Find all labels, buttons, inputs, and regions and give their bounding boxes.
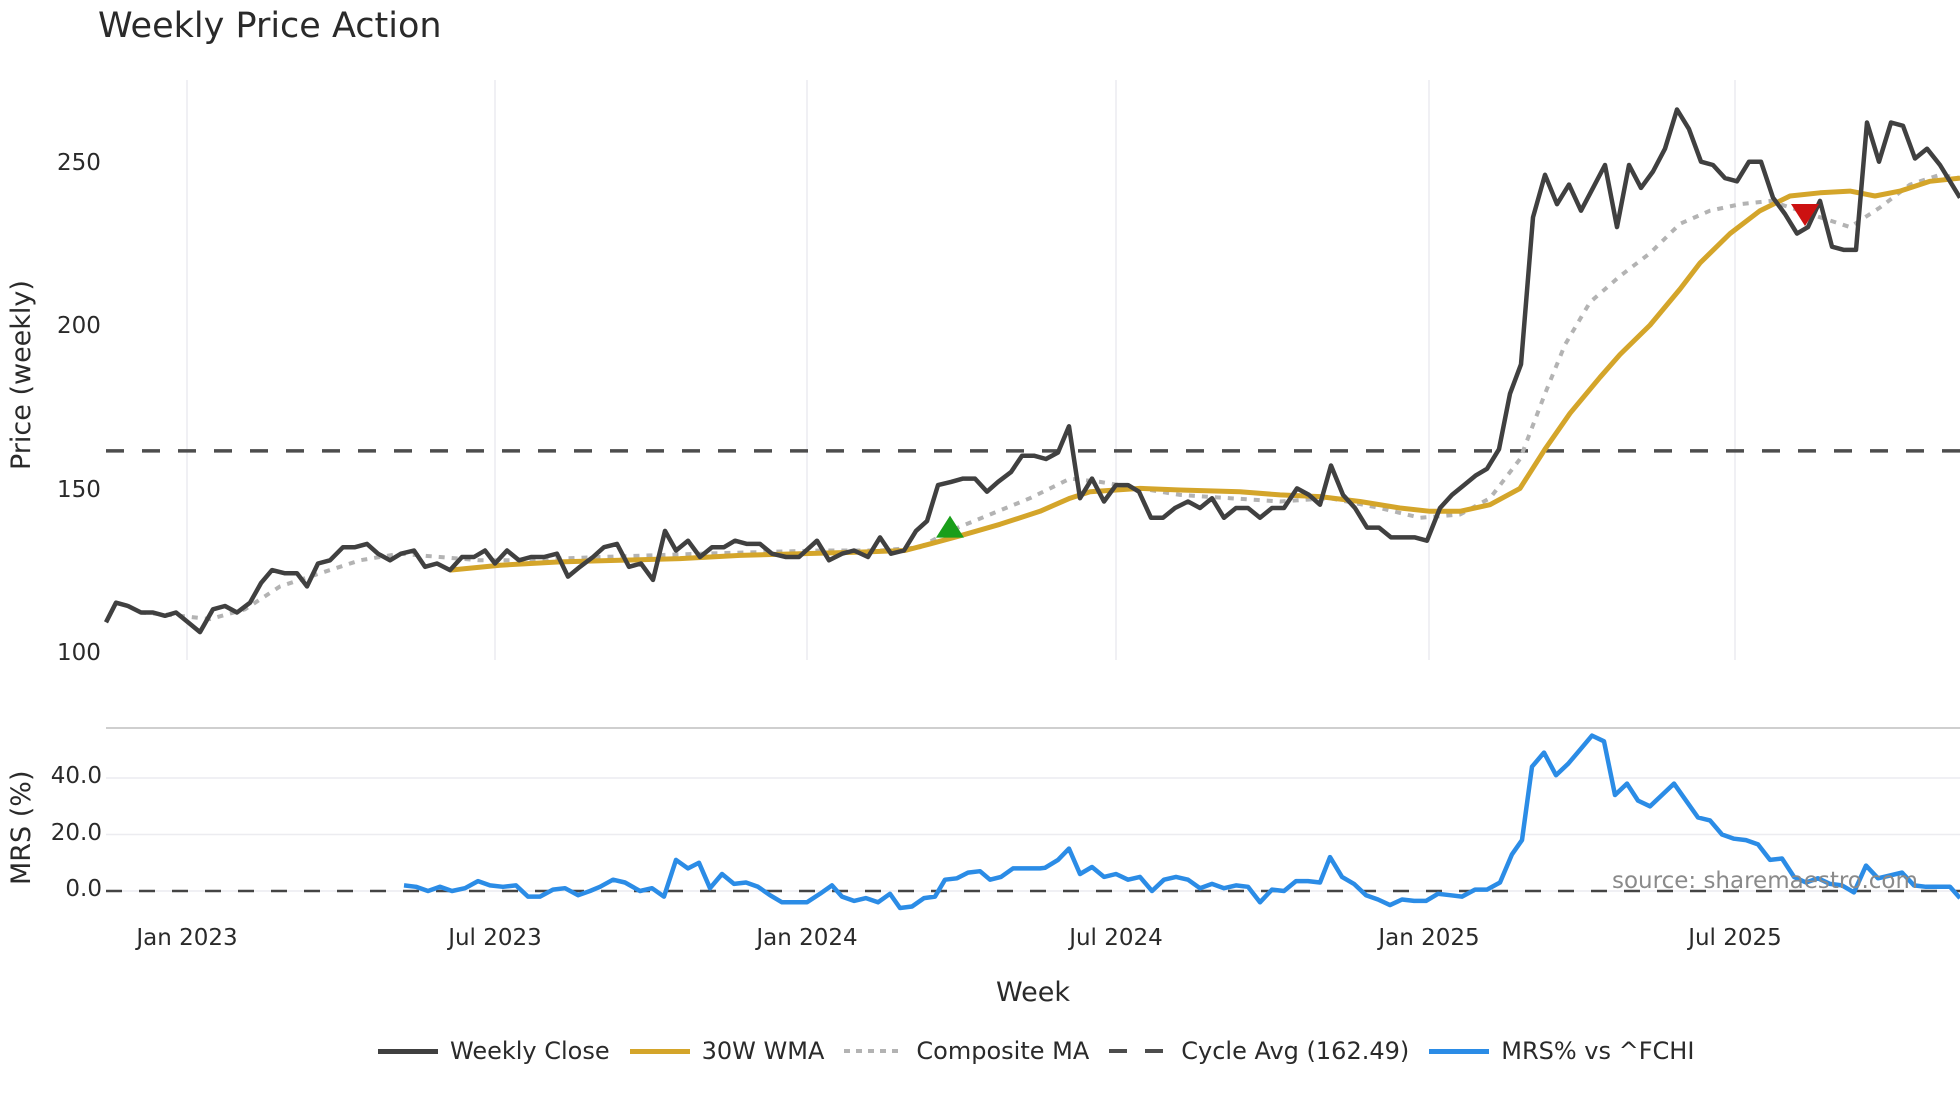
x-tick-label: Jan 2024: [756, 925, 858, 951]
legend-swatch-icon: [629, 1048, 690, 1054]
legend-label: Composite MA: [916, 1037, 1090, 1065]
mrs-y-tick: 40.0: [50, 763, 102, 789]
price-y-label: Price (weekly): [6, 280, 37, 470]
x-tick-label: Jan 2023: [136, 925, 238, 951]
x-tick-label: Jul 2023: [448, 925, 542, 951]
price-y-tick: 250: [57, 150, 101, 176]
price-y-tick: 200: [57, 313, 101, 340]
price-y-tick: 150: [57, 476, 101, 503]
chart-legend: Weekly Close 30W WMA Composite MA Cycle Avg…: [378, 1037, 1714, 1065]
legend-label: 30W WMA: [701, 1037, 825, 1065]
x-tick-label: Jul 2025: [1688, 925, 1782, 951]
mrs-y-label: MRS (%): [6, 770, 37, 886]
signal-markers: [936, 204, 1819, 538]
mrs-y-tick: 0.0: [65, 876, 102, 902]
legend-swatch-icon: [1109, 1049, 1170, 1053]
mrs-line: [403, 733, 1960, 911]
chart-title: Weekly Price Action: [98, 6, 442, 46]
x-tick-label: Jul 2024: [1069, 925, 1163, 951]
buy-signal-marker-icon: [936, 515, 964, 538]
legend-item[interactable]: MRS% vs ^FCHI: [1429, 1037, 1694, 1065]
wma-30w-line: [449, 175, 1960, 573]
legend-item[interactable]: 30W WMA: [629, 1037, 825, 1065]
legend-swatch-icon: [1429, 1048, 1490, 1054]
x-tick-label: Jan 2025: [1378, 925, 1480, 951]
price-y-tick: 100: [57, 640, 101, 666]
mrs-y-tick: 20.0: [50, 819, 102, 846]
x-axis-label: Week: [996, 977, 1070, 1008]
reference-lines: [106, 449, 1960, 893]
legend-item[interactable]: Weekly Close: [378, 1037, 610, 1065]
legend-item[interactable]: Cycle Avg (162.49): [1109, 1037, 1409, 1065]
composite-ma-line: [139, 172, 1960, 622]
legend-swatch-icon: [844, 1049, 905, 1053]
legend-item[interactable]: Composite MA: [844, 1037, 1089, 1065]
weekly-close-line: [103, 107, 1960, 635]
legend-label: Weekly Close: [450, 1037, 610, 1065]
legend-label: MRS% vs ^FCHI: [1501, 1037, 1695, 1065]
series-lines: [103, 107, 1960, 911]
sell-signal-marker-icon: [1791, 204, 1819, 226]
gridlines: [106, 80, 1960, 892]
legend-label: Cycle Avg (162.49): [1181, 1037, 1410, 1065]
source-attribution: source: sharemaestro.com: [1612, 868, 1918, 894]
legend-swatch-icon: [378, 1048, 438, 1054]
